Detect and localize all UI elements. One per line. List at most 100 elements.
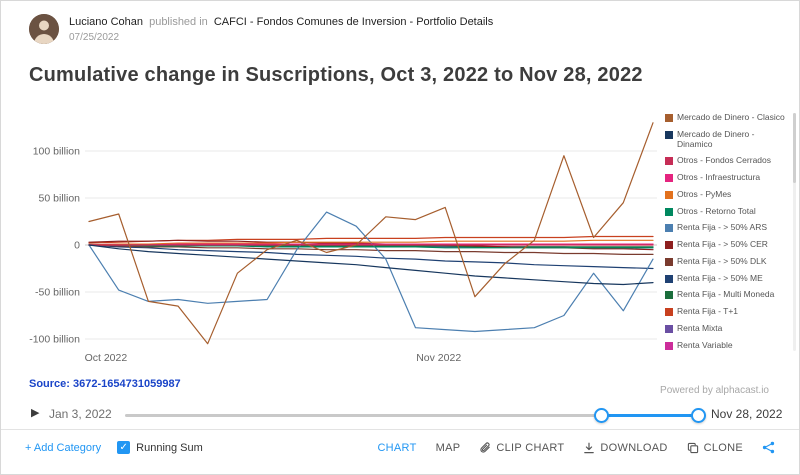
header-text: Luciano Cohan published in CAFCI - Fondo… [69, 14, 493, 43]
y-axis-tick-label: -50 billion [35, 287, 80, 299]
y-axis-tick-label: -100 billion [29, 334, 80, 346]
slider-handle-right[interactable] [691, 408, 706, 423]
legend-item[interactable]: Renta Fija - Multi Moneda [665, 290, 789, 300]
legend-label: Renta Fija - > 50% CER [677, 239, 768, 250]
legend-swatch [665, 174, 673, 183]
legend-label: Renta Fija - > 50% ME [677, 272, 763, 283]
slider-track [125, 414, 701, 417]
legend-label: Otros - PyMes [677, 188, 732, 199]
y-axis-tick-label: 100 billion [33, 146, 80, 158]
legend-label: Renta Fija - Multi Moneda [677, 289, 775, 300]
clone-label: CLONE [703, 441, 743, 454]
legend-item[interactable]: Renta Mixta [665, 322, 789, 334]
legend-label: Renta Fija - > 50% DLK [677, 255, 767, 266]
series-line[interactable] [88, 244, 654, 286]
series-line[interactable] [88, 244, 654, 270]
toolbar-right-group: CHART MAP CLIP CHART DOWNLOAD CLON [377, 441, 775, 454]
legend-label: Otros - Fondos Cerrados [677, 155, 772, 166]
clone-button[interactable]: CLONE [687, 442, 743, 454]
legend-label: Mercado de Dinero - Clasico [677, 112, 785, 122]
legend-label: Renta Fija - T+1 [677, 306, 739, 317]
check-icon: ✓ [119, 442, 128, 453]
bottom-toolbar: + Add Category ✓ Running Sum CHART MAP C… [1, 429, 799, 465]
legend-item[interactable]: Renta Fija - > 50% CER [665, 239, 789, 250]
series-line[interactable] [88, 244, 654, 255]
legend-item[interactable]: Renta Variable [665, 339, 789, 351]
legend-swatch [665, 241, 673, 250]
legend-item[interactable]: Otros - Fondos Cerrados [665, 156, 789, 166]
legend-item[interactable]: Renta Fija - > 50% DLK [665, 255, 789, 267]
paperclip-icon [480, 441, 491, 453]
page-title: Cumulative change in Suscriptions, Oct 3… [29, 64, 643, 86]
legend-swatch [665, 157, 673, 166]
legend-item[interactable]: Renta Fija - > 50% ME [665, 272, 789, 284]
legend-item[interactable]: Otros - PyMes [665, 188, 789, 200]
clip-chart-button[interactable]: CLIP CHART [479, 442, 564, 454]
timeline-end-label: Nov 28, 2022 [711, 407, 783, 421]
legend-swatch [665, 324, 673, 333]
byline: Luciano Cohan published in CAFCI - Fondo… [69, 16, 493, 28]
running-sum-checkbox[interactable]: ✓ [117, 441, 131, 454]
published-in-text: published in [149, 16, 208, 28]
legend-swatch [665, 257, 673, 266]
legend-label: Otros - Infraestructura [677, 172, 761, 183]
y-axis-tick-label: 0 [74, 240, 80, 252]
x-axis-tick-label: Oct 2022 [85, 352, 128, 364]
legend-label: Mercado de Dinero - Dinamico [677, 128, 755, 149]
legend-scrollbar-thumb[interactable] [793, 113, 796, 183]
legend-item[interactable]: Otros - Retorno Total [665, 205, 789, 217]
legend-label: Renta Variable [677, 339, 733, 350]
download-label: DOWNLOAD [600, 441, 668, 454]
legend-swatch [665, 224, 673, 233]
share-icon [762, 441, 775, 454]
powered-by-link[interactable]: Powered by alphacast.io [660, 385, 769, 396]
legend-item[interactable]: Otros - Infraestructura [665, 172, 789, 183]
add-category-button[interactable]: + Add Category [25, 441, 102, 454]
download-button[interactable]: DOWNLOAD [583, 442, 667, 454]
share-button[interactable] [762, 441, 775, 454]
legend-swatch [665, 291, 673, 300]
legend-swatch [665, 114, 673, 122]
legend-scrollbar-track [793, 113, 796, 351]
legend-label: Renta Fija - > 50% ARS [677, 222, 768, 233]
running-sum-label[interactable]: Running Sum [136, 441, 203, 454]
series-line[interactable] [88, 243, 654, 246]
tab-map[interactable]: MAP [435, 441, 461, 454]
source-link[interactable]: Source: 3672-1654731059987 [29, 378, 181, 390]
legend-item[interactable]: Mercado de Dinero - Clasico [665, 112, 789, 123]
play-icon[interactable]: ▶ [31, 407, 40, 419]
publish-date: 07/25/2022 [69, 32, 120, 43]
legend-item[interactable]: Mercado de Dinero - Dinamico [665, 128, 789, 150]
legend-label: Renta Mixta [677, 322, 723, 333]
legend-item[interactable]: Renta Fija - T+1 [665, 306, 789, 317]
avatar[interactable] [29, 14, 59, 44]
tab-chart[interactable]: CHART [377, 441, 417, 454]
clone-icon [687, 442, 698, 453]
legend-swatch [665, 190, 673, 199]
timeline-start-label: Jan 3, 2022 [49, 407, 112, 421]
legend-item[interactable]: Renta Fija - > 50% ARS [665, 223, 789, 233]
series-line[interactable] [88, 122, 654, 345]
download-icon [584, 442, 595, 453]
publication-link[interactable]: CAFCI - Fondos Comunes de Inversion - Po… [213, 16, 494, 28]
author-link[interactable]: Luciano Cohan [69, 16, 144, 28]
slider-handle-left[interactable] [594, 408, 609, 423]
legend-swatch [665, 308, 673, 317]
legend-swatch [665, 274, 673, 283]
series-line[interactable] [88, 244, 654, 249]
legend: Mercado de Dinero - Clasico Mercado de Di… [665, 112, 789, 357]
legend-swatch [665, 207, 673, 216]
series-line[interactable] [88, 211, 654, 333]
chart-plot[interactable]: 100 billion 50 billion 0 -50 billion -100 bi… [1, 107, 663, 369]
timeline-slider[interactable] [125, 407, 706, 423]
slider-selected-range [601, 414, 698, 417]
x-axis-tick-label: Nov 2022 [416, 352, 461, 364]
clip-chart-label: CLIP CHART [496, 441, 565, 454]
avatar-image [29, 14, 59, 44]
publication-header: Luciano Cohan published in CAFCI - Fondo… [29, 14, 493, 44]
legend-swatch [665, 341, 673, 350]
legend-label: Otros - Retorno Total [677, 205, 756, 216]
series-line[interactable] [88, 239, 654, 246]
legend-swatch [665, 130, 673, 139]
